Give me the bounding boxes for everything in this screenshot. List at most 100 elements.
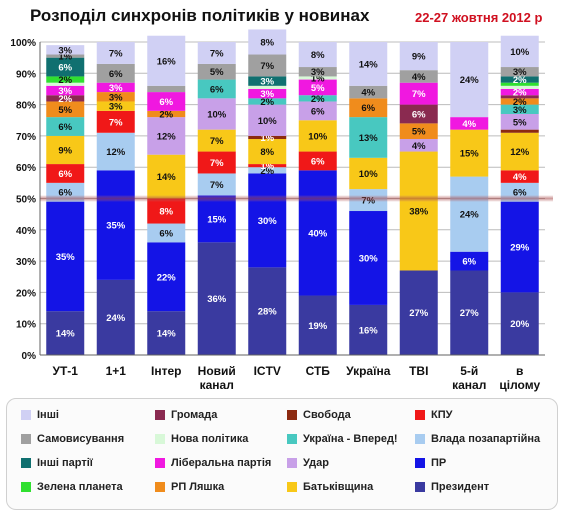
bar-segment (248, 85, 287, 89)
bar-segment (349, 98, 388, 118)
legend-item: Громада (155, 407, 217, 423)
bar-segment (197, 42, 236, 64)
data-label: 20% (510, 319, 530, 330)
bar-segment (399, 70, 438, 83)
data-label: 2% (260, 97, 274, 108)
data-label: 5% (311, 83, 325, 94)
data-label: 3% (58, 86, 72, 97)
bar-segment (147, 110, 186, 118)
bar-segment (399, 151, 438, 271)
data-label: 4% (361, 88, 375, 99)
bar-segment (248, 29, 287, 55)
data-label: 7% (109, 117, 123, 128)
data-label: 15% (460, 149, 480, 160)
data-label: 7% (210, 180, 224, 191)
data-label: 6% (109, 69, 123, 80)
bar-segment (500, 88, 539, 96)
bar-segment (197, 79, 236, 99)
bar-segment (147, 198, 186, 224)
bar-segment (46, 85, 85, 96)
legend-swatch (415, 410, 425, 420)
legend-item: Самовисування (21, 431, 124, 447)
data-label: 3% (58, 45, 72, 56)
legend-label: Свобода (303, 409, 351, 421)
bar-segment (298, 95, 337, 102)
bar-segment (147, 242, 186, 312)
bar-segment (96, 101, 135, 111)
bar-segment (500, 104, 539, 114)
data-label: 6% (159, 97, 173, 108)
legend-item: Влада позапартійна (415, 431, 540, 447)
y-tick-label: 90% (16, 69, 36, 80)
bar-segment (248, 135, 287, 140)
bar-segment (46, 54, 85, 58)
bar-segment (248, 139, 287, 165)
bar-segment (298, 79, 337, 96)
chart-legend: Інші Громада Свобода КПУ Самовисування Нова п… (6, 398, 558, 510)
reference-line-50 (40, 195, 553, 202)
data-label: 6% (311, 106, 325, 117)
bar-segment (147, 117, 186, 155)
legend-swatch (155, 458, 165, 468)
bar-segment (399, 82, 438, 105)
data-label: 4% (513, 172, 527, 183)
data-label: 19% (308, 321, 328, 332)
bar-segment (96, 110, 135, 133)
x-tick-label: в (516, 364, 523, 378)
data-label: 12% (510, 147, 530, 158)
y-tick-label: 40% (16, 226, 36, 237)
bar-segment (500, 95, 539, 99)
bar-segment (46, 95, 85, 102)
bar-segment (500, 82, 539, 86)
stacked-bar-chart: 14%35%6%6%9%6%5%2%3%2%6%1%3%24%35%12%7%3… (10, 29, 553, 392)
chart-header: Розподіл синхронів політиків у новинах 2… (0, 4, 562, 30)
data-label: 6% (159, 228, 173, 239)
bar-segment (197, 98, 236, 130)
data-label: 8% (260, 38, 274, 49)
bar-segment (197, 195, 236, 243)
data-label: 10% (510, 47, 530, 58)
data-label: 2% (58, 75, 72, 86)
data-label: 13% (359, 133, 379, 144)
bar-segment (349, 117, 388, 158)
x-tick-label: 1+1 (106, 364, 127, 378)
bar-segment (96, 279, 135, 355)
data-label: 14% (56, 329, 76, 340)
legend-label: РП Ляшка (171, 481, 225, 493)
legend-swatch (155, 410, 165, 420)
x-tick-label: Новий (198, 364, 236, 378)
data-label: 14% (157, 172, 177, 183)
x-tick-label: УТ-1 (53, 364, 79, 378)
x-tick-label: 5-й (460, 364, 478, 378)
data-label: 27% (460, 308, 480, 319)
data-label: 6% (210, 84, 224, 95)
bar-segment (500, 129, 539, 133)
data-label: 29% (510, 243, 530, 254)
bar-segment (96, 42, 135, 64)
legend-swatch (21, 410, 31, 420)
data-label: 7% (210, 158, 224, 169)
y-tick-label: 50% (16, 195, 36, 206)
data-label: 1% (260, 161, 274, 172)
x-tick-label: ICTV (254, 364, 281, 378)
bar-segment (197, 242, 236, 355)
legend-label: Зелена планета (37, 481, 123, 493)
bar-segment (349, 157, 388, 190)
bar-segment (500, 67, 539, 77)
data-label: 6% (58, 188, 72, 199)
bar-segment (147, 311, 186, 355)
bar-segment (399, 123, 438, 140)
bar-segment (197, 129, 236, 152)
data-label: 7% (109, 48, 123, 59)
y-tick-label: 100% (10, 38, 36, 49)
bar-segment (96, 92, 135, 102)
bar-segment (500, 292, 539, 355)
data-label: 6% (58, 122, 72, 133)
data-label: 9% (412, 52, 426, 63)
legend-item: Ліберальна партія (155, 455, 271, 471)
legend-label: Інші (37, 409, 59, 421)
x-tick-label: канал (200, 378, 234, 392)
bar-segment (248, 167, 287, 174)
data-label: 30% (258, 216, 278, 227)
legend-item: Батьківщина (287, 479, 373, 495)
